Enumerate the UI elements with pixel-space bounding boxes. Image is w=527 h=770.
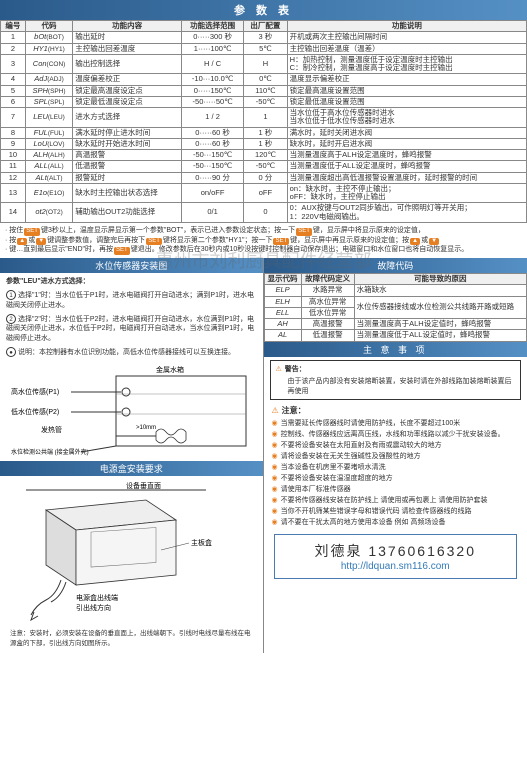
svg-text:低水位传感(P2): 低水位传感(P2) [11,407,59,416]
instructions: · 按住SET键3秒以上，温度显示屏显示第一个参数"BOT"，表示已进入参数设定… [0,223,527,258]
svg-text:电源盒出线端: 电源盒出线端 [76,593,118,602]
contact-url[interactable]: http://ldquan.sm116.com [281,561,511,572]
circle-1: 1 [6,290,16,300]
notes-header: 主 意 事 项 [264,342,527,357]
sensor-header: 水位传感器安装图 [0,258,263,273]
sensor-intro: 参数"LEU"进水方式选择： [6,277,257,287]
fault-row: AL低温报警当测量温度低于ALL设定值时，蜂鸣报警 [264,330,527,341]
param-col: 功能选择范围 [182,21,244,32]
fault-row: AH高温报警当测量温度高于ALH设定值时，蜂鸣报警 [264,319,527,330]
sensor-diagram: 金属水箱 高水位传感(P1) 低水位传感(P2) 发热管 >10mm 水位检测公… [0,362,263,461]
param-row: 11ALL(ALL)低温报警-50···150℃-50℃当测量温度低于ALL设定… [1,161,527,172]
param-row: 14ot2(OT2)辅助输出OUT2功能选择0/100：AUX按键与OUT2同步… [1,203,527,223]
param-row: 9LoU(LOV)缺水延时开始进水时间0·····60 秒1 秒缺水时，延时开启… [1,138,527,149]
note-title: ⚠注意： [264,403,527,418]
note-item: ◉当本设备在机房里不要堵喷水清洗 [264,462,527,473]
param-row: 2HY1(HY1)主控输出回差温度1·····100℃5℃主控输出回差温度（温差… [1,43,527,54]
svg-text:水位检测公共端 (接金属外壳): 水位检测公共端 (接金属外壳) [11,448,89,456]
power-diagram: 设备垂直面 主板盒 电源盒出线端 引出线方向 注意：安装时，必须安装在设备的垂直… [0,476,263,653]
note-item: ◉请使用本厂标准传感器 [264,484,527,495]
param-col: 代码 [25,21,72,32]
svg-text:引出线方向: 引出线方向 [76,603,111,612]
svg-text:高水位传感(P1): 高水位传感(P1) [11,387,59,396]
contact-box: 刘德泉 13760616320 http://ldquan.sm116.com [274,534,518,579]
param-row: 1bOt(BOT)输出延时0·····300 秒3 秒开机或两次主控输出间隔时间 [1,32,527,43]
param-row: 10ALH(ALH)高温报警-50···150℃120℃当测量温度高于ALH设定… [1,150,527,161]
warn-icon: ⚠ [276,365,282,373]
note-item: ◉不要将设备安装在太阳直射及有雨或震动较大的地方 [264,440,527,451]
power-note: 注意：安装时，必须安装在设备的垂直面上，出线端朝下。引线时电线尽量布线在电源盒的… [6,625,257,649]
param-row: 13E1o(E1O)缺水时主控输出状态选择on/oFFoFFon：缺水时，主控不… [1,183,527,203]
circle-note: ● [6,347,16,357]
param-row: 5SPH(SPH)锁定最高温度设定点0·····150℃110℃锁定最高温度设置… [1,85,527,96]
fault-row: ELP水路异常水箱缺水 [264,285,527,296]
param-table: 编号代码功能内容功能选择范围出厂配置功能说明 1bOt(BOT)输出延时0···… [0,20,527,223]
param-row: 8FUL(FUL)满水延时停止进水时间0·····60 秒1 秒满水时，延时关闭… [1,127,527,138]
param-col: 出厂配置 [244,21,288,32]
param-row: 6SPL(SPL)锁定最低温度设定点-50·····50℃-50℃锁定最低温度设… [1,96,527,107]
note-item: ◉当需要延长传感器线时请使用防护线，长度不要超过100米 [264,418,527,429]
param-col: 功能内容 [73,21,182,32]
svg-text:设备垂直面: 设备垂直面 [126,481,161,490]
note-item: ◉请不要在干扰太高的地方使用本设备 例如 高频场设备 [264,517,527,528]
fault-header: 故障代码 [264,258,527,273]
note-item: ◉不要将设备安装在温湿度超度的地方 [264,473,527,484]
notes-list: ◉当需要延长传感器线时请使用防护线，长度不要超过100米◉控制线、传感器线应远离… [264,418,527,529]
circle-2: 2 [6,314,16,324]
param-row: 4AdJ(ADJ)温度偏差校正-10···10.0℃0℃温度显示偏差校正 [1,74,527,85]
param-col: 功能说明 [287,21,526,32]
svg-text:发热管: 发热管 [41,425,62,434]
warning-box: ⚠警告： 由于该产品内部没有安装熔断装置，安装时请在外部线路加装熔断装置后再使用 [270,360,522,400]
sensor-opt1: 选择"1"时：当水位低于P1时，进水电磁阀打开自动进水；满到P1时，进水电磁阀关… [6,292,254,309]
param-row: 3Con(CON)输出控制选择H / CHH：加热控制，测量温度低于设定温度时主… [1,54,527,74]
svg-text:>10mm: >10mm [136,425,156,431]
fault-table: 显示代码故障代码定义可能导致的原因 ELP水路异常水箱缺水ELH高水位异常水位传… [264,273,527,342]
sensor-opt2: 选择"2"时：当水位低于P2时，进水电磁阀打开自动进水，水位满到P1时，电磁阀关… [6,316,254,343]
param-col: 编号 [1,21,26,32]
sensor-note: 说明：本控制器有水位识别功能，高低水位传感器接线可以互换连接。 [18,349,235,356]
svg-text:主板盒: 主板盒 [191,538,212,547]
lbl-box: 金属水箱 [156,365,184,374]
note-item: ◉不要将传感器线安装在防护线上 请使用或再包裹上 请使用防护套装 [264,495,527,506]
fault-row: ELH高水位异常水位传感器接线或水位检测公共线路开路或短路 [264,296,527,307]
note-item: ◉请将设备安装在无关生强碱性及强酸性的地方 [264,451,527,462]
main-header: 参 数 表 [0,0,527,20]
note-item: ◉控制线、传感器线应远离高压线，水线和功率线路以减少干扰安装设备。 [264,429,527,440]
note-item: ◉当你不开机筛某些错误字母和错误代码 请检查传感器线的线路 [264,506,527,517]
param-row: 7LEU(LEU)进水方式选择1 / 21当水位低于高水位传感器时进水当水位低于… [1,108,527,128]
contact-name: 刘德泉 13760616320 [281,541,511,561]
power-header: 电源盒安装要求 [0,461,263,476]
param-row: 12ALt(ALT)报警延时0·····90 分0 分当测量温度超出高低温报警设… [1,172,527,183]
